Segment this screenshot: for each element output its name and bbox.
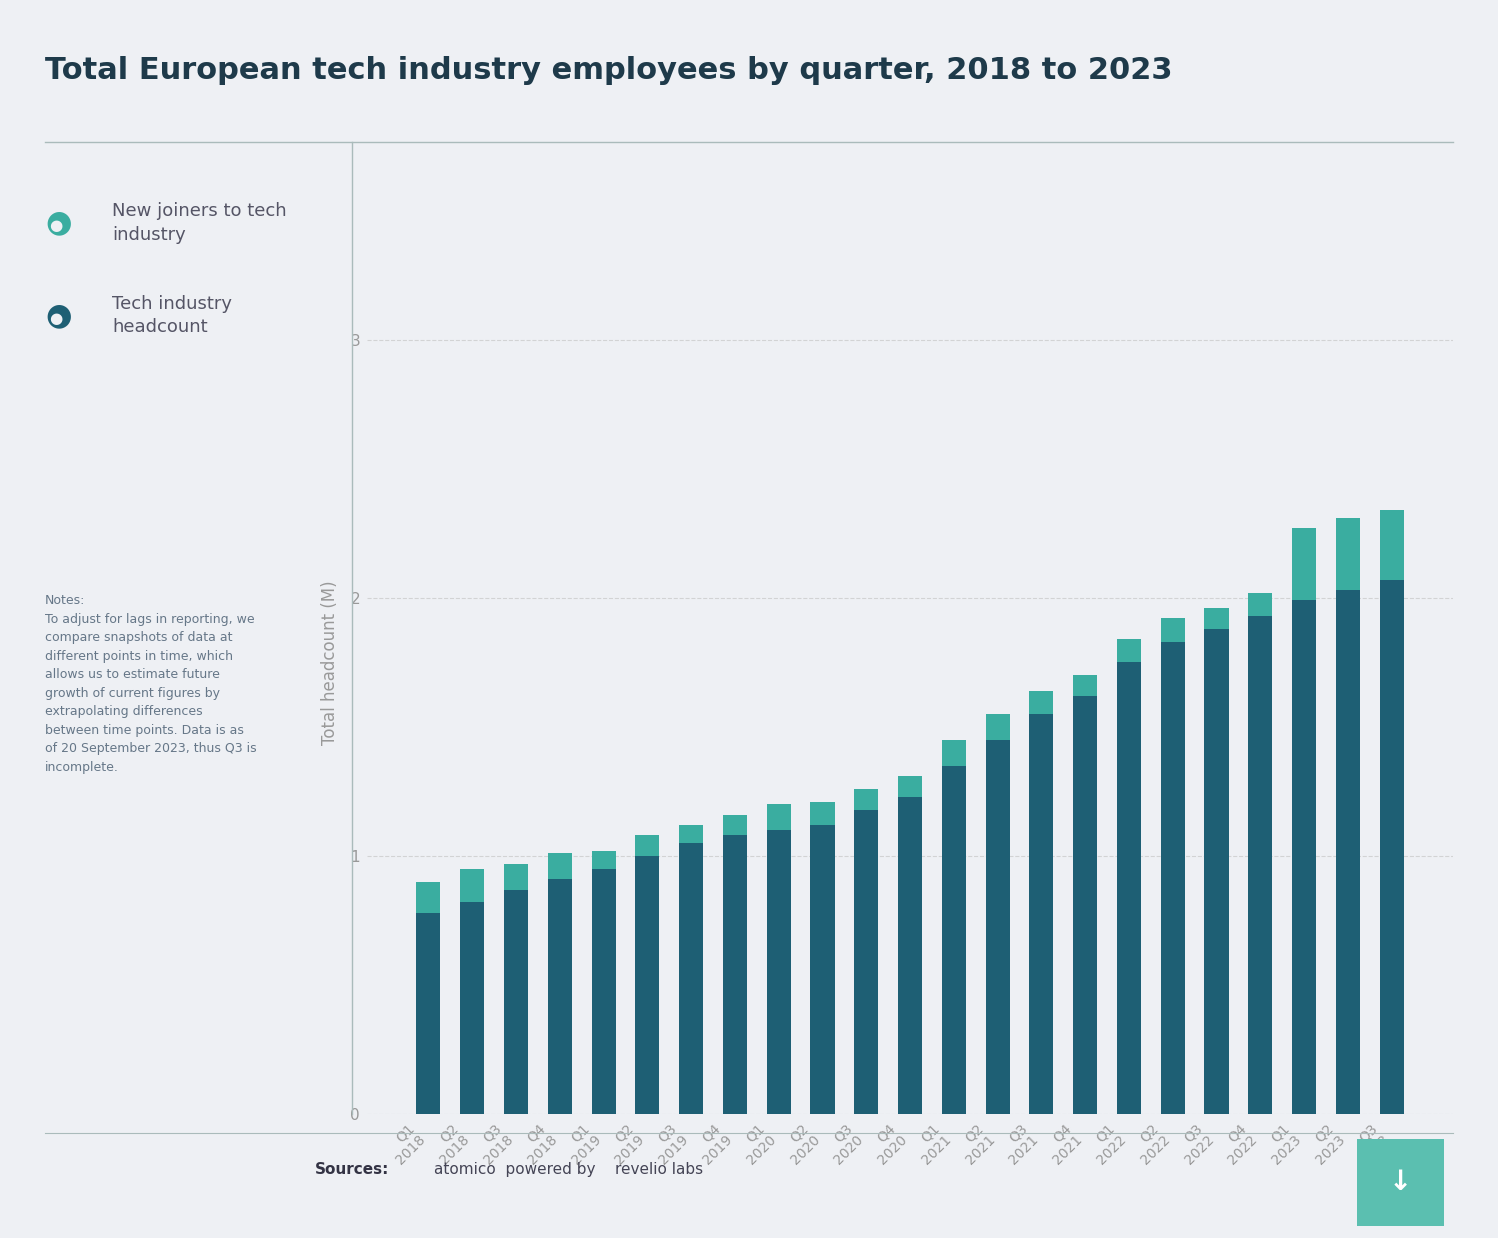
Bar	[1073, 675, 1097, 696]
Bar	[1118, 662, 1141, 1114]
Bar	[635, 836, 659, 855]
Bar	[1336, 591, 1360, 1114]
Bar	[986, 740, 1010, 1114]
Bar	[679, 825, 703, 843]
Bar	[942, 765, 966, 1114]
Bar	[1293, 600, 1317, 1114]
Bar	[767, 805, 791, 831]
Text: Notes:
To adjust for lags in reporting, we
compare snapshots of data at
differen: Notes: To adjust for lags in reporting, …	[45, 594, 256, 774]
Text: ↓: ↓	[1389, 1169, 1413, 1196]
Text: Sources:: Sources:	[315, 1162, 389, 1177]
Bar	[1204, 608, 1228, 629]
Bar	[1380, 510, 1404, 579]
Text: ●: ●	[45, 301, 72, 331]
Bar	[503, 890, 527, 1114]
Bar	[854, 810, 878, 1114]
Bar	[1380, 579, 1404, 1114]
Y-axis label: Total headcount (M): Total headcount (M)	[321, 581, 339, 744]
Text: ●: ●	[49, 218, 63, 233]
Text: ●: ●	[45, 208, 72, 238]
Bar	[592, 851, 616, 869]
Bar	[986, 714, 1010, 740]
Bar	[854, 789, 878, 810]
Bar	[810, 802, 834, 825]
Bar	[897, 796, 923, 1114]
Bar	[460, 903, 484, 1114]
Bar	[767, 831, 791, 1114]
Bar	[1293, 529, 1317, 600]
Bar	[1204, 629, 1228, 1114]
Bar	[416, 881, 440, 912]
Text: ●: ●	[49, 311, 63, 326]
Bar	[897, 776, 923, 796]
Bar	[1336, 517, 1360, 591]
Bar	[503, 864, 527, 890]
Bar	[724, 836, 748, 1114]
Bar	[416, 912, 440, 1114]
Text: Tech industry
headcount: Tech industry headcount	[112, 295, 232, 337]
Bar	[679, 843, 703, 1114]
Bar	[1248, 615, 1272, 1114]
Text: New joiners to tech
industry: New joiners to tech industry	[112, 202, 288, 244]
Bar	[592, 869, 616, 1114]
Bar	[1161, 619, 1185, 641]
Bar	[1073, 696, 1097, 1114]
Bar	[1029, 714, 1053, 1114]
Bar	[1248, 593, 1272, 615]
Bar	[724, 815, 748, 836]
Bar	[460, 869, 484, 903]
Text: Total European tech industry employees by quarter, 2018 to 2023: Total European tech industry employees b…	[45, 56, 1173, 84]
Circle shape	[1359, 1140, 1443, 1224]
Bar	[1029, 691, 1053, 714]
Bar	[635, 855, 659, 1114]
Bar	[548, 853, 572, 879]
Bar	[548, 879, 572, 1114]
Bar	[1161, 641, 1185, 1114]
Bar	[942, 740, 966, 765]
Bar	[1118, 639, 1141, 662]
Bar	[810, 825, 834, 1114]
Text: atomico  powered by    revelio labs: atomico powered by revelio labs	[434, 1162, 704, 1177]
